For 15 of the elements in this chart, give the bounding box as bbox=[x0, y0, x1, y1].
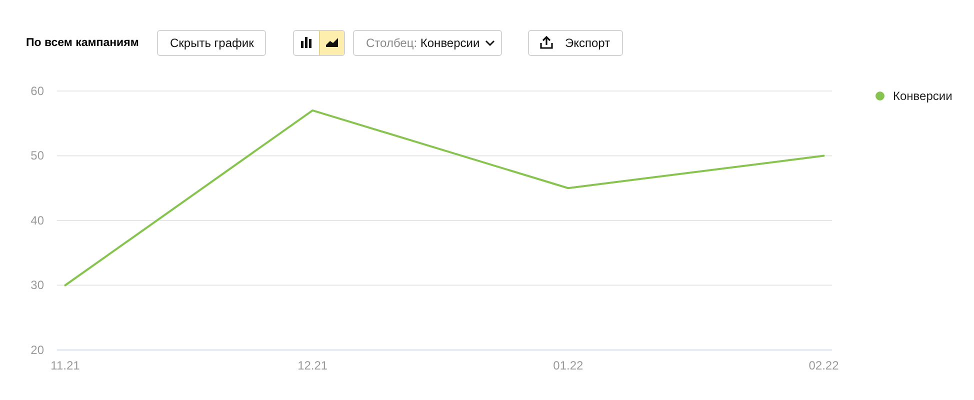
button: Скрыть график bbox=[157, 30, 266, 56]
legend-label: Конверсии bbox=[893, 89, 952, 103]
y-tick-label: 40 bbox=[30, 213, 44, 228]
y-tick-label: 50 bbox=[30, 148, 44, 163]
x-tick-label: 11.21 bbox=[50, 358, 80, 373]
line-series bbox=[64, 109, 825, 286]
x-tick-label: 12.21 bbox=[298, 358, 328, 373]
x-tick-label: 01.22 bbox=[553, 358, 584, 373]
y-tick-label: 60 bbox=[30, 84, 44, 98]
chart-title: По всем кампаниям bbox=[26, 37, 139, 49]
y-tick-label: 30 bbox=[30, 278, 44, 292]
x-tick-label: 02.22 bbox=[808, 358, 840, 373]
button: Экспорт bbox=[528, 30, 623, 56]
y-tick-label: 20 bbox=[30, 342, 44, 357]
dropdown-field: Столбец: Конверсии bbox=[353, 30, 502, 56]
